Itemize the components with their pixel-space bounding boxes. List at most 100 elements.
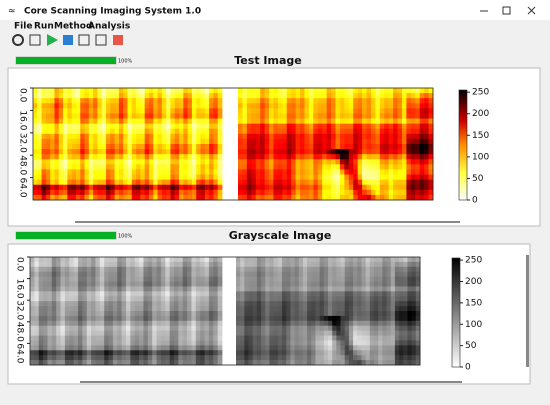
image-pixel <box>179 113 184 119</box>
image-pixel <box>304 184 310 191</box>
image-pixel <box>139 350 144 356</box>
image-pixel <box>397 169 403 175</box>
report-button[interactable] <box>95 34 107 46</box>
image-pixel <box>127 169 133 175</box>
image-pixel <box>242 133 248 140</box>
folder-button[interactable] <box>78 34 90 46</box>
image-pixel <box>308 164 314 170</box>
image-pixel <box>394 350 400 356</box>
image-pixel <box>307 306 312 312</box>
window-controls[interactable] <box>480 6 536 15</box>
image-pixel <box>260 174 265 181</box>
image-pixel <box>106 123 111 130</box>
image-pixel <box>110 189 116 196</box>
image-pixel <box>187 184 193 191</box>
image-pixel <box>261 360 266 366</box>
image-pixel <box>246 184 252 191</box>
menu-item[interactable]: Method <box>54 22 92 32</box>
image-pixel <box>260 138 265 145</box>
run-button[interactable] <box>47 34 58 46</box>
image-pixel <box>209 103 214 109</box>
image-pixel <box>166 123 171 130</box>
image-pixel <box>148 189 154 196</box>
image-pixel <box>130 261 136 268</box>
image-pixel <box>200 291 205 297</box>
image-pixel <box>126 355 131 361</box>
image-pixel <box>357 189 363 196</box>
menu-item[interactable]: File <box>14 22 32 32</box>
image-pixel <box>110 138 116 145</box>
image-pixel <box>38 296 44 302</box>
image-pixel <box>265 340 270 346</box>
image-pixel <box>269 113 274 119</box>
image-pixel <box>183 189 189 196</box>
image-pixel <box>375 179 381 186</box>
image-pixel <box>353 133 359 140</box>
image-pixel <box>130 350 136 356</box>
image-pixel <box>410 189 416 196</box>
save-button[interactable] <box>63 35 73 45</box>
image-pixel <box>88 113 94 119</box>
image-pixel <box>51 266 57 273</box>
image-pixel <box>332 335 337 341</box>
image-pixel <box>394 296 400 302</box>
image-pixel <box>191 144 197 150</box>
image-pixel <box>282 271 287 278</box>
image-pixel <box>273 179 279 186</box>
image-pixel <box>191 286 197 292</box>
image-pixel <box>106 138 111 145</box>
menu-item[interactable]: Run <box>34 22 54 32</box>
image-pixel <box>82 350 88 356</box>
image-pixel <box>134 271 140 278</box>
image-pixel <box>187 108 193 114</box>
image-pixel <box>269 88 274 94</box>
image-pixel <box>80 118 85 125</box>
settings-button[interactable] <box>12 34 24 46</box>
image-pixel <box>317 184 323 191</box>
image-pixel <box>136 154 141 160</box>
image-pixel <box>277 93 283 99</box>
image-pixel <box>58 154 64 160</box>
image-pixel <box>323 320 329 327</box>
image-pixel <box>50 93 55 99</box>
image-pixel <box>315 296 321 302</box>
image-pixel <box>357 194 363 201</box>
image-pixel <box>143 281 149 287</box>
image-pixel <box>34 271 40 278</box>
image-pixel <box>97 174 103 181</box>
image-pixel <box>161 128 167 135</box>
image-pixel <box>397 113 403 119</box>
image-pixel <box>195 325 201 332</box>
image-pixel <box>179 128 184 135</box>
image-pixel <box>236 330 241 336</box>
image-pixel <box>369 360 375 366</box>
open-button[interactable] <box>29 34 41 46</box>
image-pixel <box>84 98 90 104</box>
image-pixel <box>114 128 120 135</box>
image-pixel <box>353 271 358 278</box>
image-pixel <box>273 315 279 322</box>
image-pixel <box>286 93 292 99</box>
image-pixel <box>104 350 109 356</box>
stop-button[interactable] <box>113 35 123 45</box>
image-pixel <box>34 296 40 302</box>
image-pixel <box>366 169 372 175</box>
menu-item[interactable]: Analysis <box>88 22 130 32</box>
image-pixel <box>311 315 316 322</box>
image-pixel <box>348 189 354 196</box>
image-pixel <box>294 325 300 332</box>
image-pixel <box>282 291 287 297</box>
image-pixel <box>123 108 128 114</box>
image-pixel <box>397 88 403 94</box>
progress-fill <box>16 232 116 239</box>
image-pixel <box>183 159 189 165</box>
image-pixel <box>45 184 51 191</box>
image-pixel <box>273 340 279 346</box>
image-pixel <box>131 128 137 135</box>
vertical-scrollbar[interactable] <box>526 255 529 367</box>
image-pixel <box>91 335 96 341</box>
image-pixel <box>300 138 305 145</box>
image-pixel <box>401 144 407 150</box>
image-pixel <box>282 159 288 165</box>
image-pixel <box>242 184 248 191</box>
